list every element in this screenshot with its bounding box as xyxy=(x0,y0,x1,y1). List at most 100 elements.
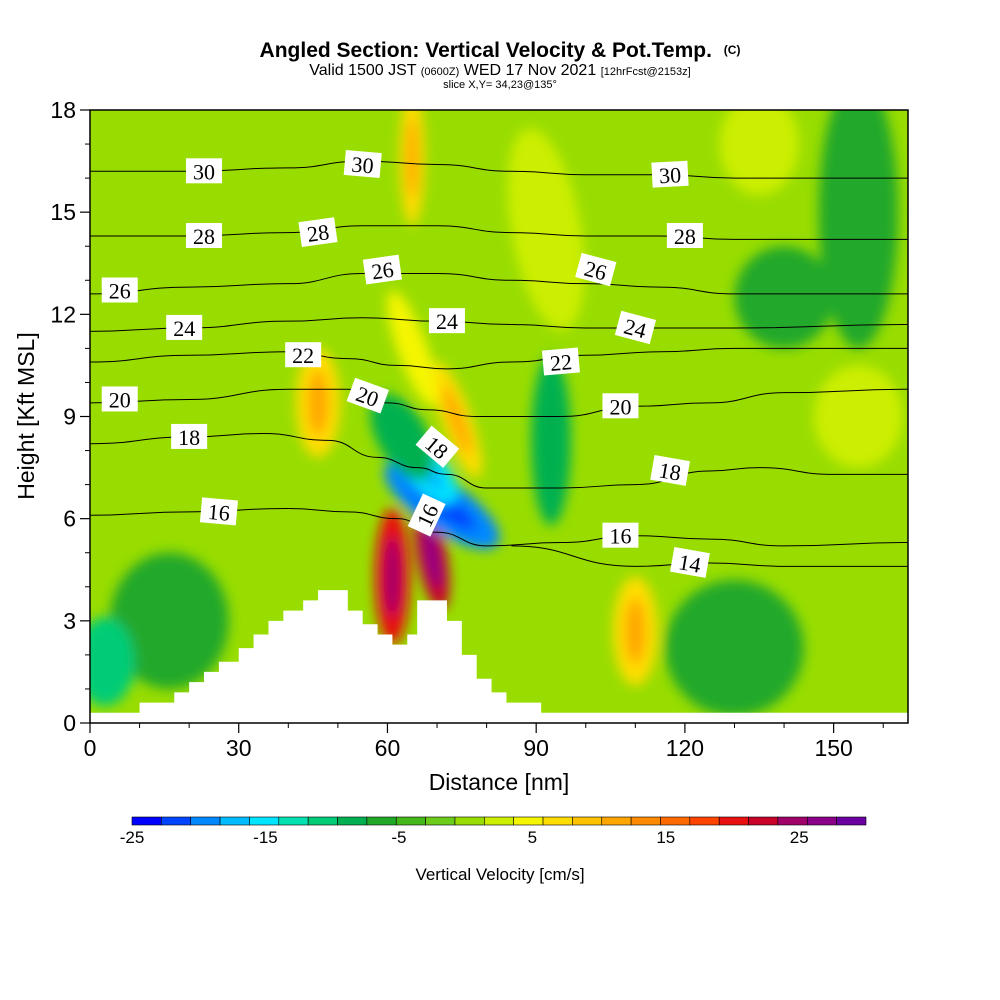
contour-label-text: 28 xyxy=(193,224,215,249)
colorbar-swatch xyxy=(748,816,779,826)
velocity-cell-core xyxy=(384,535,401,618)
colorbar-swatch xyxy=(601,816,632,826)
contour-label-text: 18 xyxy=(178,425,200,450)
contour-label: 20 xyxy=(101,386,138,412)
colorbar-swatch xyxy=(542,816,573,826)
contour-label-text: 22 xyxy=(292,343,314,368)
contour-label-bg xyxy=(199,497,238,526)
contour-label-bg xyxy=(166,314,203,340)
contour-label-bg xyxy=(651,160,689,188)
x-axis-label: Distance [nm] xyxy=(429,769,570,795)
velocity-cell xyxy=(531,355,571,526)
contour-label-bg xyxy=(614,310,657,345)
colorbar-swatch xyxy=(454,816,485,826)
velocity-cell xyxy=(813,365,904,468)
contour-label-text: 30 xyxy=(658,162,681,188)
contour-label: 30 xyxy=(343,149,382,179)
contour-label-bg xyxy=(186,223,223,249)
contour-label-bg xyxy=(101,386,138,412)
colorbar-swatch xyxy=(689,816,720,826)
colorbar-swatch xyxy=(190,816,221,826)
contour-label: 28 xyxy=(666,223,703,249)
contour-label-bg xyxy=(650,455,691,486)
y-tick-label: 12 xyxy=(50,301,76,327)
velocity-cell xyxy=(818,110,899,349)
colorbar-swatch xyxy=(219,816,250,826)
colorbar-swatch xyxy=(484,816,514,826)
contour-label: 18 xyxy=(171,423,208,450)
colorbar-swatch xyxy=(307,816,338,826)
colorbar-tick-labels: -25 -15 -5 5 15 25 xyxy=(120,828,809,847)
velocity-cell xyxy=(90,617,135,706)
contour-label-bg xyxy=(285,342,322,368)
theta-contour-22 xyxy=(90,347,908,370)
contour-label-text: 26 xyxy=(109,278,131,303)
contour-label: 18 xyxy=(650,455,691,486)
contour-label: 30 xyxy=(186,158,223,184)
contour-label-bg xyxy=(575,252,617,287)
colorbar-tick-label: 5 xyxy=(528,828,537,847)
y-tick-label: 18 xyxy=(50,97,76,123)
contour-label-bg xyxy=(670,547,710,578)
y-axis-label: Height [Kft MSL] xyxy=(13,332,39,499)
velocity-cell xyxy=(370,393,435,481)
contour-label-bg xyxy=(428,308,465,334)
contour-label-text: 18 xyxy=(657,457,683,485)
y-tick-label: 15 xyxy=(50,199,76,225)
x-tick-label: 0 xyxy=(84,735,97,761)
theta-contour-14 xyxy=(511,545,908,567)
slice-info: slice X,Y= 34,23@135° xyxy=(443,79,557,91)
colorbar-swatch xyxy=(131,816,162,826)
colorbar-swatch xyxy=(161,816,192,826)
valid-prefix: Valid 1500 JST xyxy=(309,62,417,79)
contour-label-text: 30 xyxy=(351,152,375,179)
contour-label-bg xyxy=(101,277,138,303)
theta-contour-24 xyxy=(90,317,908,332)
contour-label: 22 xyxy=(541,347,580,376)
chart-title: Angled Section: Vertical Velocity & Pot.… xyxy=(260,39,741,62)
colorbar-swatch xyxy=(425,816,456,826)
contour-label: 30 xyxy=(651,160,689,188)
velocity-cell xyxy=(665,579,804,717)
contour-label: 16 xyxy=(199,497,238,526)
velocity-cell xyxy=(719,110,799,196)
valid-date: WED 17 Nov 2021 xyxy=(464,62,597,79)
theta-contour-28 xyxy=(90,225,908,240)
contour-label-bg xyxy=(541,347,580,376)
colorbar-swatch xyxy=(337,816,368,826)
theta-contour-18 xyxy=(90,433,908,489)
contour-label: 24 xyxy=(428,308,465,334)
colorbar-swatch xyxy=(395,816,426,826)
contour-label-text: 14 xyxy=(677,549,703,577)
contour-label: 14 xyxy=(670,547,710,578)
y-tick-label: 6 xyxy=(63,506,76,532)
contour-label-text: 20 xyxy=(609,394,631,419)
colorbar-swatch xyxy=(718,816,749,826)
colorbar-tick-label: 15 xyxy=(656,828,675,847)
velocity-cell-core xyxy=(442,385,471,455)
contour-label: 26 xyxy=(362,254,402,284)
copyright-mark: (C) xyxy=(724,43,741,57)
x-tick-label: 60 xyxy=(375,735,401,761)
colorbar-title: Vertical Velocity [cm/s] xyxy=(415,865,584,884)
contour-label-bg xyxy=(346,377,389,414)
contour-label-bg xyxy=(298,217,338,247)
y-tick-label: 9 xyxy=(63,404,76,430)
contour-label: 20 xyxy=(346,377,389,414)
contour-label-text: 30 xyxy=(193,159,215,184)
velocity-cell-core xyxy=(406,116,418,199)
contour-label: 26 xyxy=(575,252,617,287)
x-tick-label: 120 xyxy=(666,735,704,761)
contour-label-bg xyxy=(343,149,382,179)
forecast-info: [12hrFcst@2153z] xyxy=(601,66,691,78)
y-tick-label: 0 xyxy=(63,710,76,736)
contour-label: 24 xyxy=(614,310,657,345)
terrain-profile xyxy=(90,590,908,723)
x-tick-label: 30 xyxy=(226,735,252,761)
colorbar-tick-label: 25 xyxy=(790,828,809,847)
colorbar xyxy=(131,816,867,826)
velocity-field xyxy=(90,110,904,717)
colorbar-swatch xyxy=(660,816,691,826)
